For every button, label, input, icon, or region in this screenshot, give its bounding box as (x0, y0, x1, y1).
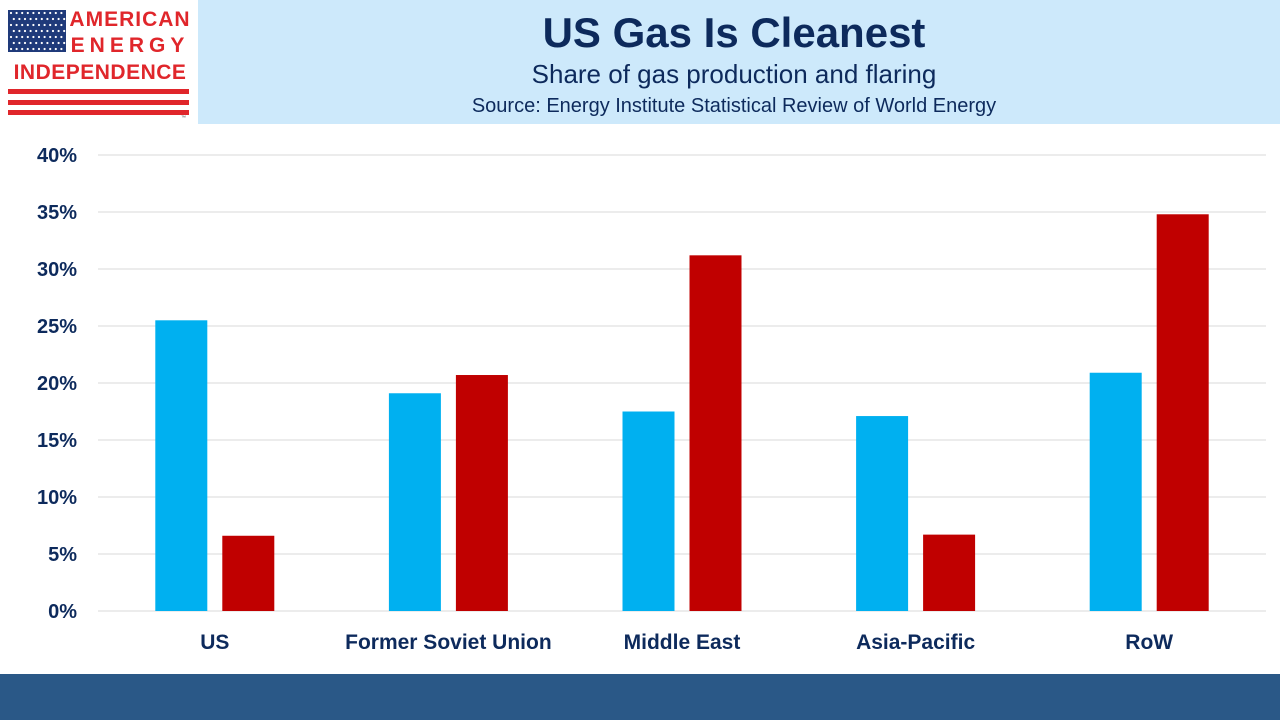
bar-series1-3 (856, 416, 909, 611)
bar-series1-2 (622, 411, 675, 611)
bar-series2-2 (689, 255, 742, 611)
category-label: RoW (1125, 631, 1173, 654)
y-tick-label: 30% (37, 259, 77, 281)
y-tick-label: 0% (48, 601, 77, 623)
y-tick-label: 5% (48, 544, 77, 566)
bar-series2-0 (222, 535, 275, 611)
logo-line-energy: ENERGY (70, 34, 190, 57)
y-tick-label: 15% (37, 430, 77, 452)
y-tick-label: 35% (37, 202, 77, 224)
bar-series1-4 (1089, 372, 1142, 611)
chart-header: US Gas Is Cleanest Share of gas producti… (198, 0, 1280, 124)
category-label: Asia-Pacific (856, 631, 975, 654)
logo-stripe (8, 89, 189, 94)
logo-line-american: AMERICAN (69, 8, 191, 31)
bar-series1-0 (155, 320, 208, 611)
chart-subtitle: Share of gas production and flaring (531, 59, 937, 89)
category-label: Former Soviet Union (345, 631, 552, 654)
y-tick-label: 25% (37, 316, 77, 338)
bar-series2-3 (923, 534, 976, 611)
bar-series2-4 (1156, 214, 1209, 611)
logo-stripe (8, 100, 189, 105)
logo-trademark: ™ (181, 115, 186, 121)
bar-chart: 0% 5% 10% 15% 20% 25% 30% 35% 40% US Former Soviet… (37, 145, 1266, 654)
brand-logo: AMERICAN ENERGY INDEPENDENCE ™ (0, 0, 198, 122)
us-flag-icon (8, 10, 66, 52)
category-label: Middle East (624, 631, 741, 654)
logo-stripe (8, 110, 189, 115)
y-tick-label: 10% (37, 487, 77, 509)
y-tick-label: 20% (37, 373, 77, 395)
footer-bar (0, 674, 1280, 720)
logo-line-independence: INDEPENDENCE (13, 61, 187, 84)
chart-source: Source: Energy Institute Statistical Rev… (471, 95, 997, 117)
category-label: US (200, 631, 229, 654)
y-tick-label: 40% (37, 145, 77, 167)
bar-series1-1 (388, 393, 441, 611)
bar-series2-1 (455, 375, 508, 611)
chart-title: US Gas Is Cleanest (542, 9, 926, 56)
